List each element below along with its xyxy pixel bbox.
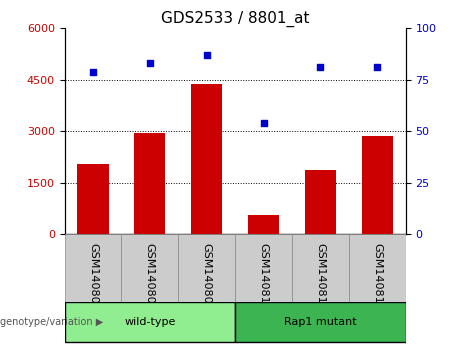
Bar — [65, 234, 121, 302]
Bar — [235, 234, 292, 302]
Point — [89, 69, 97, 74]
Text: GSM140809: GSM140809 — [201, 242, 212, 310]
Bar — [191, 84, 222, 234]
Point — [373, 65, 381, 70]
Text: GSM140808: GSM140808 — [145, 242, 155, 310]
Bar — [248, 215, 279, 234]
Text: GSM140811: GSM140811 — [315, 242, 325, 310]
Point — [260, 120, 267, 126]
Text: Rap1 mutant: Rap1 mutant — [284, 317, 357, 327]
Bar — [292, 234, 349, 302]
Text: GSM140812: GSM140812 — [372, 242, 382, 310]
Bar — [121, 234, 178, 302]
Bar — [134, 133, 165, 234]
Text: GSM140805: GSM140805 — [88, 242, 98, 310]
Bar — [77, 164, 109, 234]
Bar — [305, 170, 336, 234]
Bar — [349, 234, 406, 302]
Text: GSM140810: GSM140810 — [259, 242, 269, 310]
Text: genotype/variation ▶: genotype/variation ▶ — [0, 317, 103, 327]
Point — [146, 61, 154, 66]
Title: GDS2533 / 8801_at: GDS2533 / 8801_at — [161, 11, 309, 27]
Bar — [178, 234, 235, 302]
Point — [203, 52, 210, 58]
Bar — [361, 136, 393, 234]
Bar — [235, 302, 406, 342]
Point — [317, 65, 324, 70]
Bar — [65, 302, 235, 342]
Text: wild-type: wild-type — [124, 317, 176, 327]
